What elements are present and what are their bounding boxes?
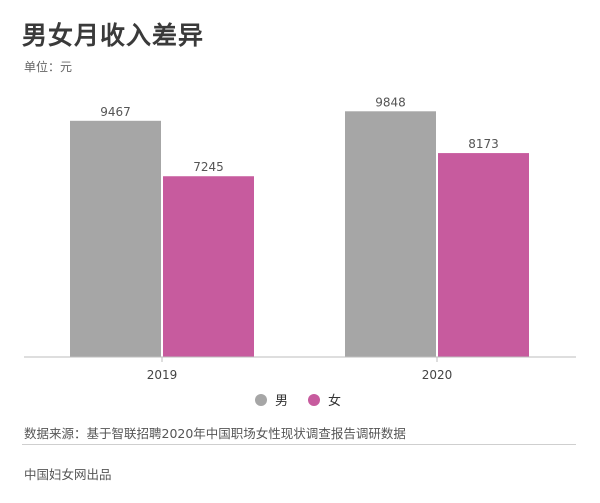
data-source-note: 数据来源：基于智联招聘2020年中国职场女性现状调查报告调研数据 <box>24 426 406 441</box>
publisher-credit: 中国妇女网出品 <box>24 467 112 482</box>
legend-swatch-female <box>308 393 321 406</box>
footer-divider <box>22 444 576 445</box>
bar-2019-series-female <box>163 176 254 357</box>
bar-2020-series-female <box>438 153 529 357</box>
x-tick-label-2020: 2020 <box>422 368 453 380</box>
bar-2020-series-male <box>345 111 436 358</box>
legend-item-male: 男 <box>255 390 288 409</box>
legend-label-male: 男 <box>275 394 289 409</box>
x-tick-label-2019: 2019 <box>147 368 178 380</box>
data-label-2020-female: 8173 <box>468 137 499 151</box>
legend: 男 女 <box>255 390 361 409</box>
data-label-2019-male: 9467 <box>100 105 131 119</box>
unit-label: 单位：元 <box>24 60 73 74</box>
legend-item-female: 女 <box>308 390 341 409</box>
legend-swatch-male <box>255 393 267 406</box>
bar-2019-series-male <box>70 120 161 358</box>
legend-label-female: 女 <box>328 394 342 409</box>
data-label-2019-female: 7245 <box>193 160 224 174</box>
chart-title: 男女月收入差异 <box>22 21 205 50</box>
data-label-2020-male: 9848 <box>375 95 406 109</box>
bar-chart: 9467 7245 2019 9848 8173 2020 <box>24 95 576 380</box>
